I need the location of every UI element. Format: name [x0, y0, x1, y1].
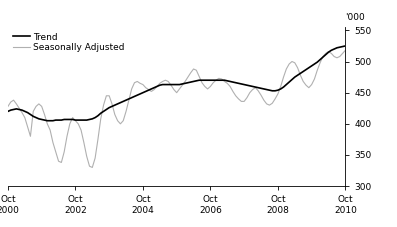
Seasonally Adjusted: [90, 166, 94, 169]
Trend: [6, 110, 10, 113]
Trend: [87, 118, 92, 121]
Trend: [45, 119, 50, 122]
Seasonally Adjusted: [39, 105, 44, 108]
Seasonally Adjusted: [236, 98, 241, 100]
Legend: Trend, Seasonally Adjusted: Trend, Seasonally Adjusted: [12, 32, 125, 53]
Trend: [219, 79, 224, 81]
Seasonally Adjusted: [323, 52, 328, 55]
Line: Seasonally Adjusted: Seasonally Adjusted: [8, 50, 345, 168]
Seasonally Adjusted: [152, 88, 156, 91]
Trend: [152, 86, 156, 89]
Seasonally Adjusted: [6, 105, 10, 108]
Text: '000: '000: [345, 13, 365, 22]
Line: Trend: Trend: [8, 46, 345, 121]
Seasonally Adjusted: [343, 49, 348, 52]
Seasonally Adjusted: [84, 155, 89, 158]
Seasonally Adjusted: [219, 78, 224, 80]
Trend: [39, 118, 44, 121]
Trend: [323, 53, 328, 56]
Trend: [236, 82, 241, 85]
Trend: [343, 44, 348, 47]
